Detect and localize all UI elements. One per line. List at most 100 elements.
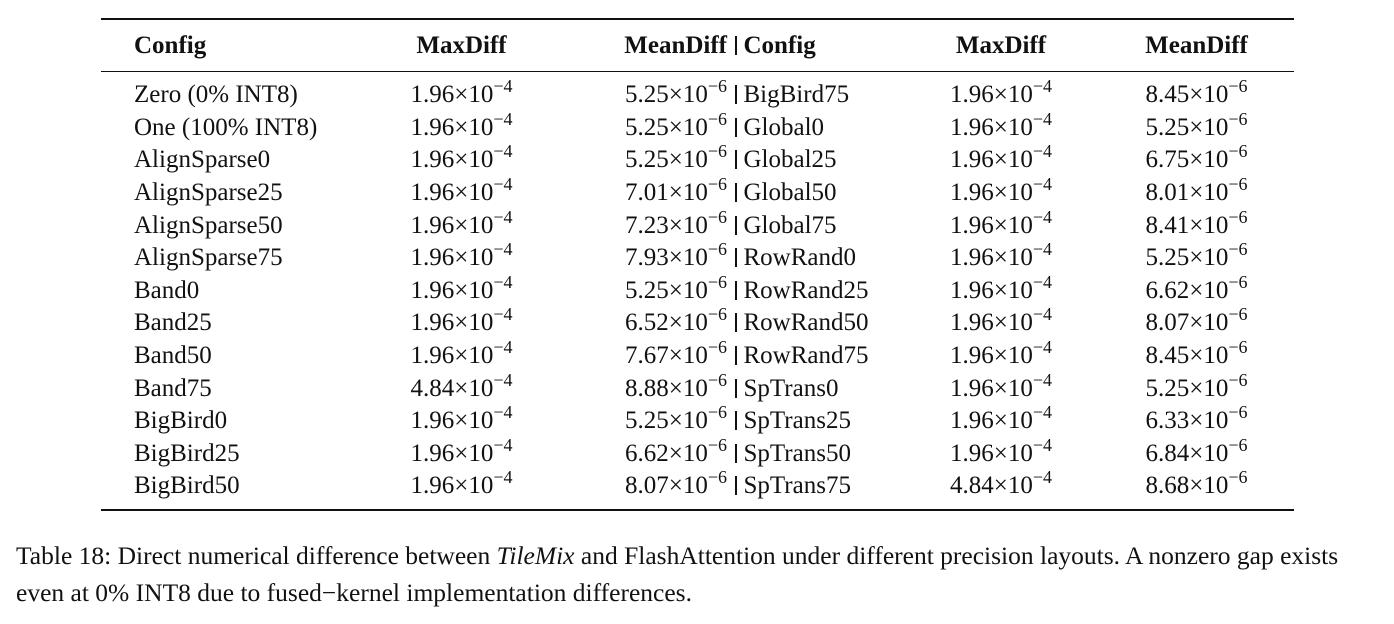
left-meandiff-cell: 7.93×10−6 bbox=[624, 239, 727, 272]
left-meandiff-cell-mantissa: 7.93 bbox=[624, 244, 669, 272]
left-maxdiff-cell-mantissa: 1.96 bbox=[410, 439, 455, 467]
left-meandiff-cell-mantissa: 7.23 bbox=[624, 211, 669, 239]
right-config-label: Global25 bbox=[743, 146, 837, 174]
column-separator bbox=[735, 280, 737, 300]
right-maxdiff-cell-exponent: −4 bbox=[1032, 369, 1052, 390]
right-config-cell: RowRand25 bbox=[727, 275, 903, 308]
right-config-cell: Global25 bbox=[727, 144, 903, 177]
right-maxdiff-cell: 1.96×10−4 bbox=[949, 369, 1052, 402]
right-meandiff-cell: 5.25×10−6 bbox=[1145, 369, 1248, 402]
right-meandiff-cell-mantissa: 5.25 bbox=[1145, 374, 1190, 402]
table-row: AlignSparse50 1.96×10−4 7.23×10−6 Global75 1… bbox=[101, 206, 1294, 242]
left-meandiff-cell-mantissa: 5.25 bbox=[624, 276, 669, 304]
table-row: Band75 4.84×10−4 8.88×10−6 SpTrans0 1.96×10−… bbox=[101, 369, 1294, 405]
right-maxdiff-cell: 1.96×10−4 bbox=[949, 239, 1052, 272]
left-maxdiff-cell: 1.96×10−4 bbox=[410, 304, 513, 337]
right-maxdiff-cell-mantissa: 1.96 bbox=[949, 146, 994, 174]
header-row: Config MaxDiff MeanDiff Config MaxDiff M… bbox=[101, 19, 1294, 72]
left-maxdiff-cell: 1.96×10−4 bbox=[410, 402, 513, 435]
left-meandiff-cell-mantissa: 6.52 bbox=[624, 309, 669, 337]
right-maxdiff-cell-mantissa: 1.96 bbox=[949, 407, 994, 435]
left-maxdiff-cell-mantissa: 4.84 bbox=[410, 374, 455, 402]
right-maxdiff-cell-exponent: −4 bbox=[1032, 109, 1052, 129]
right-meandiff-cell: 6.62×10−6 bbox=[1145, 271, 1248, 304]
right-maxdiff-cell: 1.96×10−4 bbox=[949, 174, 1052, 207]
right-config-cell: Global75 bbox=[727, 209, 903, 242]
left-config-cell: BigBird50 bbox=[134, 472, 240, 500]
column-separator bbox=[735, 183, 737, 203]
left-maxdiff-cell-mantissa: 1.96 bbox=[410, 407, 455, 435]
right-maxdiff-cell-mantissa: 1.96 bbox=[949, 439, 994, 467]
table-row: BigBird25 1.96×10−4 6.62×10−6 SpTrans50 1.96… bbox=[101, 434, 1294, 471]
left-config-cell: Band0 bbox=[134, 276, 200, 304]
left-config-cell: One (100% INT8) bbox=[134, 113, 318, 141]
right-maxdiff-cell: 4.84×10−4 bbox=[949, 467, 1052, 500]
column-separator bbox=[735, 476, 737, 496]
right-maxdiff-cell: 1.96×10−4 bbox=[949, 141, 1052, 174]
right-meandiff-cell: 8.68×10−6 bbox=[1145, 467, 1248, 500]
left-meandiff-cell-exponent: −6 bbox=[707, 174, 727, 195]
left-maxdiff-cell-exponent: −4 bbox=[493, 304, 513, 325]
right-config-label: SpTrans25 bbox=[743, 407, 851, 435]
right-maxdiff-cell: 1.96×10−4 bbox=[949, 206, 1052, 239]
right-meandiff-cell: 6.75×10−6 bbox=[1145, 141, 1248, 174]
right-meandiff-cell-mantissa: 6.62 bbox=[1145, 276, 1190, 304]
left-maxdiff-cell: 1.96×10−4 bbox=[410, 271, 513, 304]
right-maxdiff-cell-mantissa: 1.96 bbox=[949, 309, 994, 337]
right-maxdiff-cell-exponent: −4 bbox=[1032, 304, 1052, 325]
left-maxdiff-cell: 1.96×10−4 bbox=[410, 206, 513, 239]
right-maxdiff-cell: 1.96×10−4 bbox=[949, 304, 1052, 337]
header-meandiff-right: MeanDiff bbox=[1099, 19, 1294, 72]
right-maxdiff-cell-mantissa: 1.96 bbox=[949, 374, 994, 402]
right-maxdiff-cell-mantissa: 1.96 bbox=[949, 276, 994, 304]
right-meandiff-cell-exponent: −6 bbox=[1228, 337, 1248, 358]
right-config-label: SpTrans0 bbox=[743, 374, 839, 402]
right-meandiff-cell-mantissa: 8.41 bbox=[1145, 211, 1190, 239]
left-meandiff-cell-exponent: −6 bbox=[707, 109, 727, 129]
left-meandiff-cell-exponent: −6 bbox=[707, 206, 727, 227]
right-meandiff-cell-exponent: −6 bbox=[1228, 402, 1248, 423]
right-maxdiff-cell-exponent: −4 bbox=[1032, 467, 1052, 488]
left-meandiff-cell-exponent: −6 bbox=[707, 402, 727, 423]
right-maxdiff-cell-mantissa: 1.96 bbox=[949, 244, 994, 272]
right-config-cell: SpTrans75 bbox=[727, 470, 903, 510]
left-maxdiff-cell-exponent: −4 bbox=[493, 337, 513, 358]
left-maxdiff-cell-exponent: −4 bbox=[493, 206, 513, 227]
left-meandiff-cell: 5.25×10−6 bbox=[624, 141, 727, 174]
right-meandiff-cell-exponent: −6 bbox=[1228, 304, 1248, 325]
right-meandiff-cell-mantissa: 8.07 bbox=[1145, 309, 1190, 337]
right-meandiff-cell-mantissa: 5.25 bbox=[1145, 244, 1190, 272]
right-maxdiff-cell-mantissa: 1.96 bbox=[949, 211, 994, 239]
right-config-cell: Global0 bbox=[727, 112, 903, 145]
right-meandiff-cell: 6.84×10−6 bbox=[1145, 434, 1248, 467]
right-maxdiff-cell-mantissa: 1.96 bbox=[949, 81, 994, 109]
left-meandiff-cell: 8.07×10−6 bbox=[624, 467, 727, 500]
left-maxdiff-cell-exponent: −4 bbox=[493, 369, 513, 390]
left-maxdiff-cell-mantissa: 1.96 bbox=[410, 179, 455, 207]
right-maxdiff-cell: 1.96×10−4 bbox=[949, 337, 1052, 370]
left-maxdiff-cell-mantissa: 1.96 bbox=[410, 276, 455, 304]
left-meandiff-cell: 8.88×10−6 bbox=[624, 369, 727, 402]
table-row: Band25 1.96×10−4 6.52×10−6 RowRand50 1.96×10… bbox=[101, 304, 1294, 340]
right-config-cell: RowRand75 bbox=[727, 340, 903, 373]
header-config-right: Config bbox=[743, 31, 816, 59]
left-meandiff-cell: 6.62×10−6 bbox=[624, 434, 727, 467]
column-separator bbox=[735, 378, 737, 398]
column-separator bbox=[735, 85, 737, 105]
right-maxdiff-cell-exponent: −4 bbox=[1032, 434, 1052, 455]
caption-suffix: and FlashAttention under different preci… bbox=[16, 541, 1339, 607]
left-maxdiff-cell-exponent: −4 bbox=[493, 402, 513, 423]
left-maxdiff-cell-exponent: −4 bbox=[493, 141, 513, 162]
right-config-label: Global0 bbox=[743, 113, 825, 141]
left-meandiff-cell-mantissa: 5.25 bbox=[624, 407, 669, 435]
left-maxdiff-cell-exponent: −4 bbox=[493, 239, 513, 260]
left-meandiff-cell: 5.25×10−6 bbox=[624, 271, 727, 304]
right-config-label: Global50 bbox=[743, 179, 837, 207]
table-row: Band0 1.96×10−4 5.25×10−6 RowRand25 1.96×10−… bbox=[101, 271, 1294, 308]
table-row: AlignSparse0 1.96×10−4 5.25×10−6 Global25 1.… bbox=[101, 141, 1294, 177]
right-config-cell: SpTrans50 bbox=[727, 438, 903, 471]
left-config-cell: BigBird25 bbox=[134, 439, 240, 467]
header-config-right-cell: Config bbox=[727, 19, 903, 72]
left-meandiff-cell-exponent: −6 bbox=[707, 467, 727, 488]
left-maxdiff-cell-mantissa: 1.96 bbox=[410, 472, 455, 500]
